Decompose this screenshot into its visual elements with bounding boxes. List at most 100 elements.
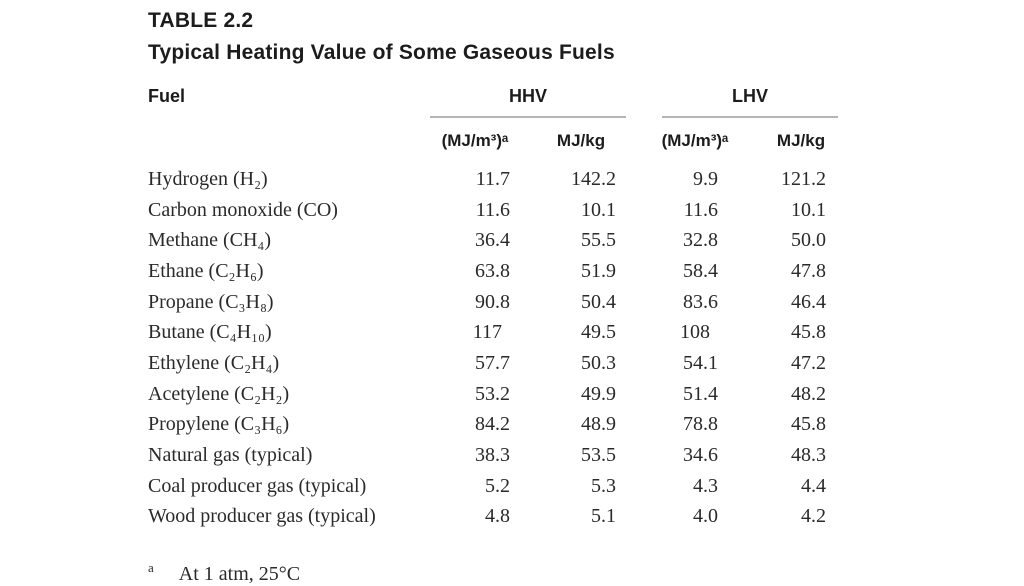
lhv-mass-value: 47.8 (791, 259, 827, 282)
hhv-mass-value: 50.4 (581, 290, 617, 313)
lhv-mass-value: 4.4 (801, 474, 827, 497)
column-group-row: Fuel HHV LHV (148, 84, 839, 118)
table-row: Acetylene (C₂H₂) 53.2 49.9 51.4 48.2 (148, 379, 838, 410)
lhv-volumetric-value: 78.8 (683, 413, 719, 436)
table-row: Coal producer gas (typical) 5.2 5.3 4.3 … (148, 471, 838, 502)
hhv-volumetric-value: 11.7 (475, 167, 510, 190)
table-number: TABLE 2.2 (148, 9, 254, 32)
fuel-name: Propylene (C₃H₆) (148, 413, 290, 436)
heating-values-table: Fuel HHV LHV (MJ/m³)ᵃ MJ/kg (MJ/m³)ᵃ (148, 84, 839, 533)
column-header-lhv-volumetric: (MJ/m³)ᵃ (661, 117, 729, 164)
lhv-volumetric-value: 32.8 (683, 229, 719, 252)
lhv-volumetric-unit-label: (MJ/m³)ᵃ (661, 131, 729, 150)
hhv-mass-value: 55.5 (581, 229, 617, 252)
column-gap (626, 164, 662, 195)
lhv-mass-value: 10.1 (791, 198, 827, 221)
table-row: Hydrogen (H₂) 11.7 142.2 9.9 121.2 (148, 164, 838, 195)
column-gap (626, 256, 662, 287)
lhv-mass-value: 45.8 (791, 321, 827, 344)
column-header-fuel: Fuel (148, 86, 186, 106)
table-row: Methane (CH₄) 36.4 55.5 32.8 50.0 (148, 225, 838, 256)
hhv-volumetric-value: 4.8 (485, 505, 510, 528)
hhv-mass-value: 50.3 (581, 351, 617, 374)
lhv-mass-value: 47.2 (791, 351, 827, 374)
column-gap (626, 317, 662, 348)
column-gap (626, 287, 662, 318)
hhv-mass-value: 142.2 (571, 167, 617, 190)
column-header-hhv-mass: MJ/kg (520, 117, 626, 164)
fuel-name: Acetylene (C₂H₂) (148, 382, 290, 405)
column-gap (626, 84, 662, 117)
lhv-mass-value: 45.8 (791, 413, 827, 436)
lhv-volumetric-value: 11.6 (683, 198, 719, 221)
table-row: Propylene (C₃H₆) 84.2 48.9 78.8 45.8 (148, 410, 838, 441)
hhv-volumetric-value: 5.2 (485, 474, 510, 497)
hhv-volumetric-value: 117 (472, 321, 502, 344)
fuel-name: Propane (C₃H₈) (148, 290, 274, 313)
fuel-name: Wood producer gas (typical) (148, 505, 376, 528)
lhv-mass-value: 48.3 (791, 444, 827, 467)
lhv-volumetric-value: 58.4 (683, 259, 719, 282)
column-gap (626, 195, 662, 226)
hhv-volumetric-value: 90.8 (475, 290, 510, 313)
column-group-hhv: HHV (430, 84, 627, 118)
hhv-volumetric-value: 63.8 (475, 259, 510, 282)
column-gap (626, 410, 662, 441)
column-header-hhv-volumetric: (MJ/m³)ᵃ (430, 117, 520, 164)
footnote-text: At 1 atm, 25°C (178, 563, 301, 586)
lhv-volumetric-value: 4.3 (693, 474, 719, 497)
fuel-name: Methane (CH₄) (148, 229, 272, 252)
hhv-volumetric-value: 84.2 (475, 413, 510, 436)
hhv-volumetric-value: 53.2 (475, 382, 510, 405)
lhv-volumetric-value: 9.9 (693, 167, 719, 190)
lhv-mass-value: 50.0 (791, 229, 827, 252)
hhv-mass-value: 49.9 (581, 382, 617, 405)
lhv-mass-value: 121.2 (781, 167, 827, 190)
column-gap (626, 471, 662, 502)
hhv-volumetric-unit-label: (MJ/m³)ᵃ (441, 131, 509, 150)
hhv-volumetric-value: 11.6 (475, 198, 510, 221)
hhv-mass-value: 48.9 (581, 413, 617, 436)
unit-header-row: (MJ/m³)ᵃ MJ/kg (MJ/m³)ᵃ MJ/kg (148, 117, 838, 164)
hhv-mass-value: 51.9 (581, 259, 617, 282)
table-row: Ethylene (C₂H₄) 57.7 50.3 54.1 47.2 (148, 348, 838, 379)
table-row: Propane (C₃H₈) 90.8 50.4 83.6 46.4 (148, 287, 838, 318)
fuel-name: Butane (C₄H₁₀) (148, 321, 272, 344)
lhv-mass-value: 48.2 (791, 382, 827, 405)
unit-header-spacer (148, 117, 430, 164)
lhv-volumetric-value: 51.4 (683, 382, 719, 405)
fuel-name: Carbon monoxide (CO) (148, 198, 338, 221)
footnote: a At 1 atm, 25°C (148, 556, 838, 586)
lhv-volumetric-value: 4.0 (693, 505, 719, 528)
column-header-lhv-mass: MJ/kg (728, 117, 838, 164)
column-gap (626, 225, 662, 256)
lhv-volumetric-value: 108 (680, 321, 711, 344)
lhv-mass-value: 4.2 (801, 505, 827, 528)
table-row: Carbon monoxide (CO) 11.6 10.1 11.6 10.1 (148, 195, 838, 226)
hhv-mass-value: 5.3 (591, 474, 617, 497)
hhv-mass-unit-label: MJ/kg (556, 131, 606, 150)
table-row: Natural gas (typical) 38.3 53.5 34.6 48.… (148, 440, 838, 471)
fuel-name: Coal producer gas (typical) (148, 474, 367, 497)
column-gap (626, 502, 662, 533)
hhv-mass-value: 10.1 (581, 198, 617, 221)
hhv-volumetric-value: 36.4 (475, 229, 510, 252)
fuel-name: Ethane (C₂H₆) (148, 259, 264, 282)
lhv-volumetric-value: 34.6 (683, 444, 719, 467)
table-block: TABLE 2.2 Typical Heating Value of Some … (148, 0, 839, 586)
lhv-volumetric-value: 54.1 (683, 351, 719, 374)
hhv-volumetric-value: 38.3 (475, 444, 510, 467)
column-gap (626, 379, 662, 410)
hhv-mass-value: 49.5 (581, 321, 617, 344)
hhv-mass-value: 53.5 (581, 444, 617, 467)
fuel-name: Hydrogen (H₂) (148, 167, 268, 190)
table-row: Ethane (C₂H₆) 63.8 51.9 58.4 47.8 (148, 256, 838, 287)
hhv-mass-value: 5.1 (591, 505, 617, 528)
fuel-name: Ethylene (C₂H₄) (148, 351, 280, 374)
column-gap (626, 348, 662, 379)
column-group-lhv: LHV (662, 84, 839, 118)
table-title: Typical Heating Value of Some Gaseous Fu… (148, 41, 615, 64)
fuel-name: Natural gas (typical) (148, 444, 313, 467)
lhv-mass-value: 46.4 (791, 290, 827, 313)
